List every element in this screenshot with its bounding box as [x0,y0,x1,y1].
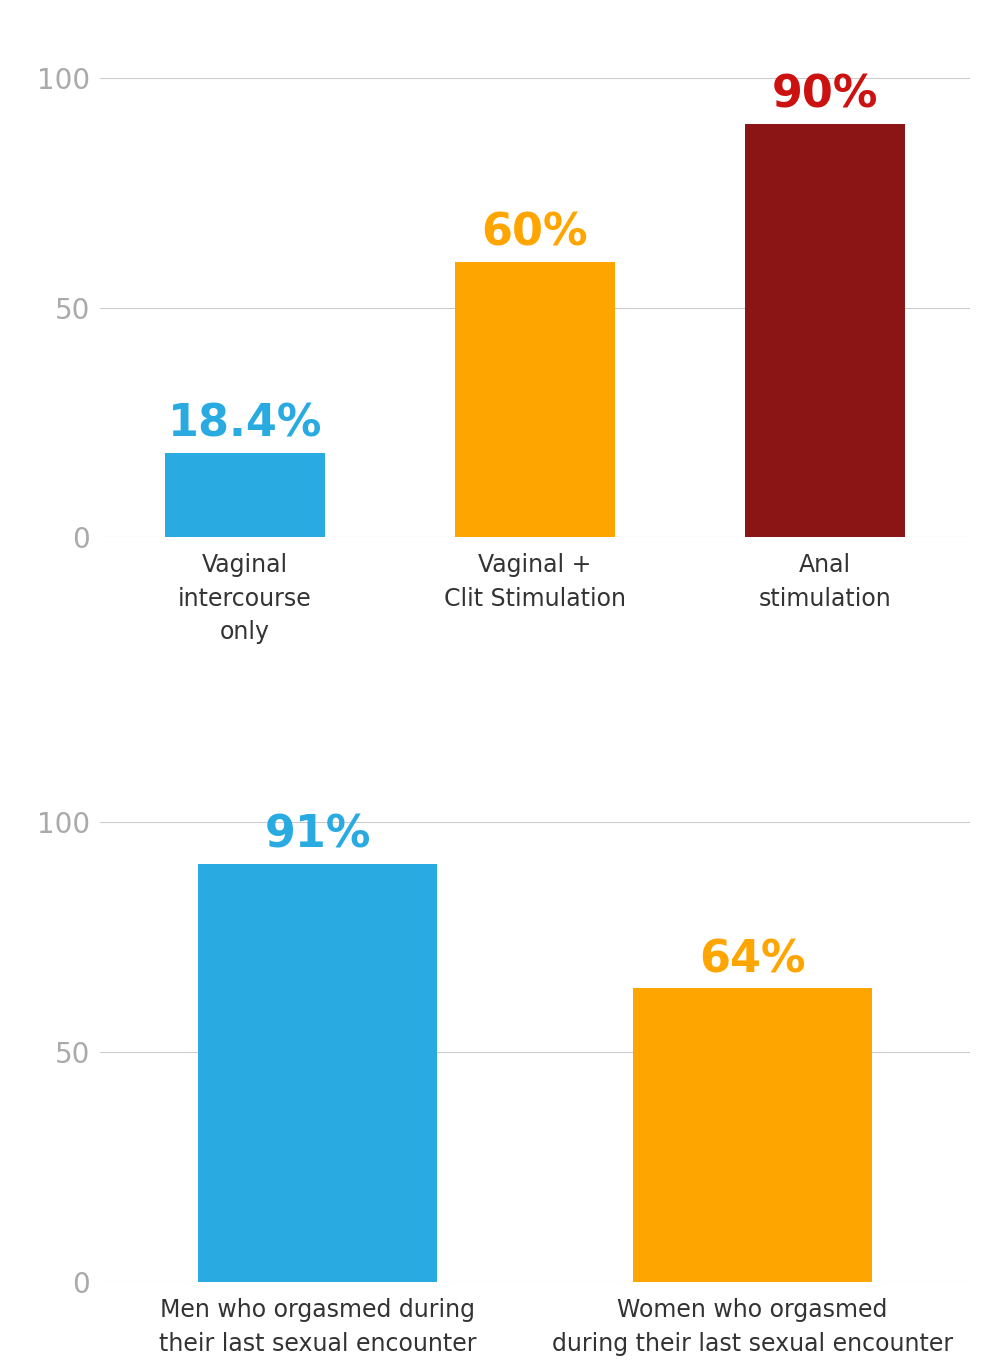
Text: 64%: 64% [699,938,806,981]
Bar [455,262,615,537]
Text: 91%: 91% [264,814,371,857]
Text: 18.4%: 18.4% [168,402,322,446]
Text: 90%: 90% [772,74,878,117]
Bar [165,453,325,537]
Bar [745,124,905,537]
Bar [633,988,872,1282]
Text: 60%: 60% [482,211,588,255]
Bar [198,863,437,1282]
